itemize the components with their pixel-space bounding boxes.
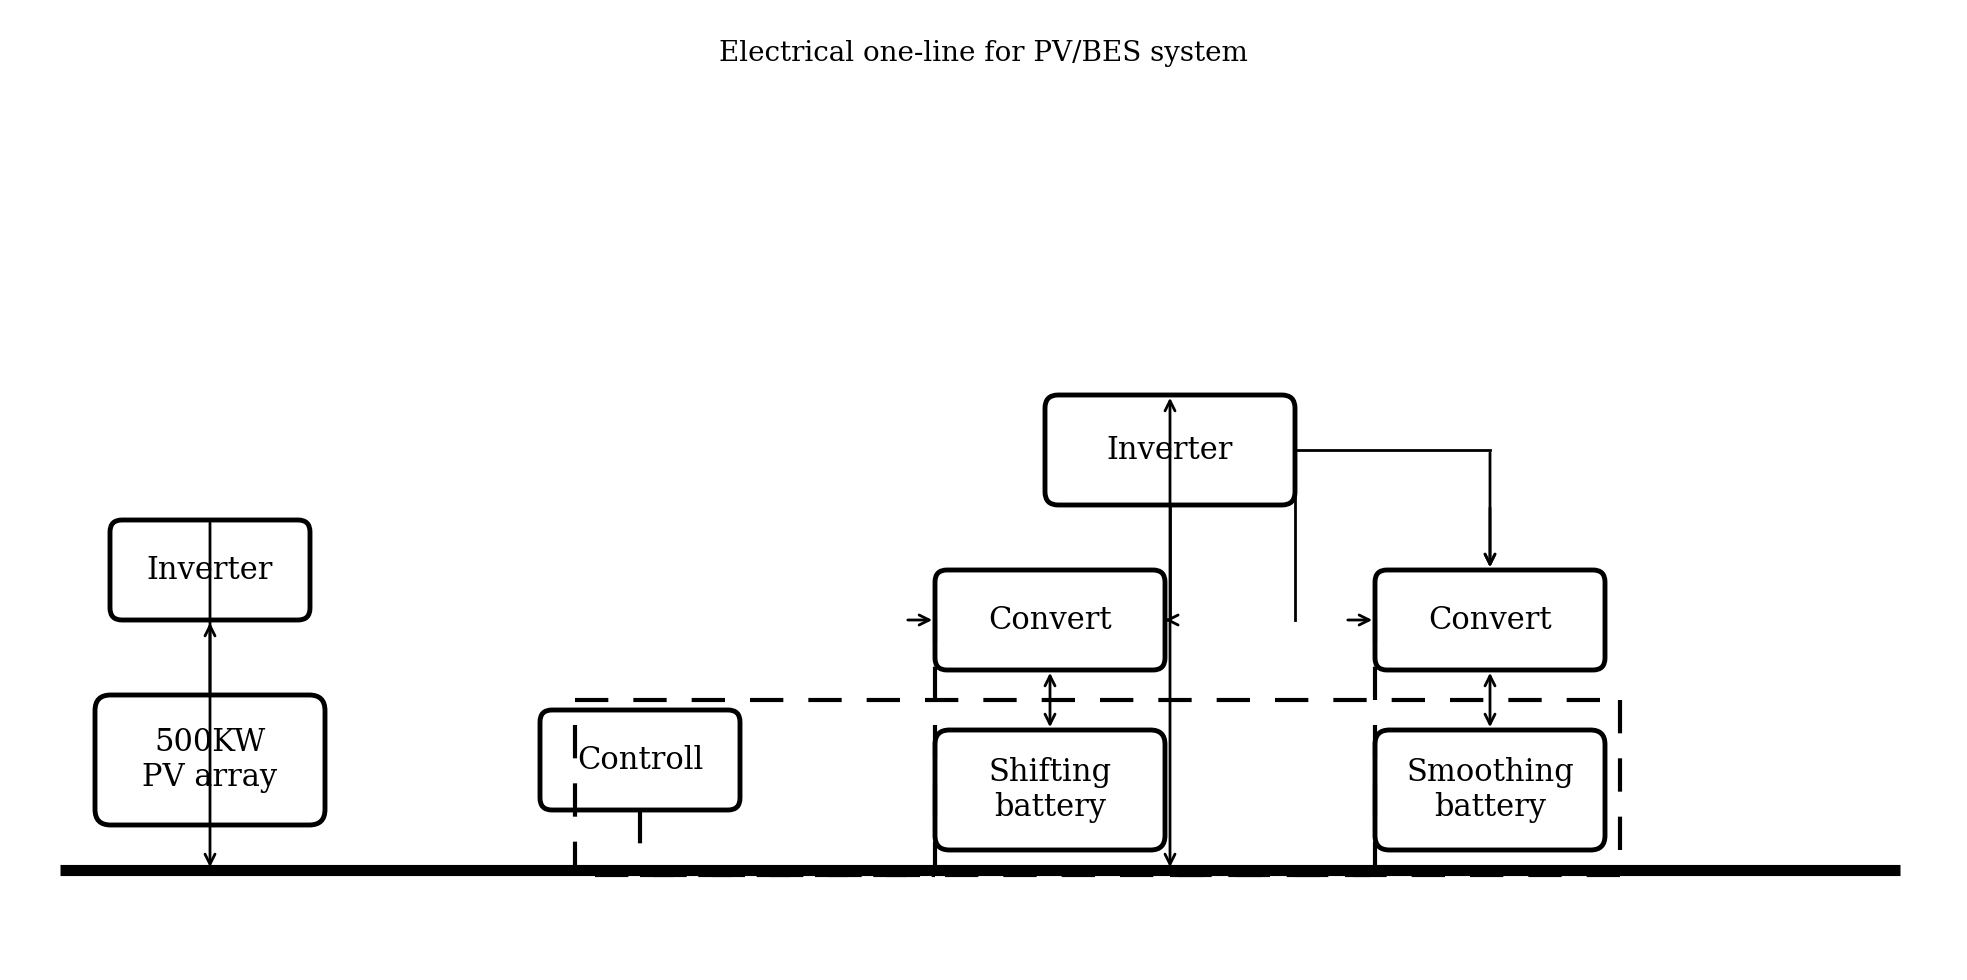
Text: Convert: Convert <box>1428 605 1552 635</box>
FancyBboxPatch shape <box>934 570 1164 670</box>
FancyBboxPatch shape <box>1375 570 1605 670</box>
Text: Inverter: Inverter <box>148 555 273 585</box>
FancyBboxPatch shape <box>94 695 325 825</box>
FancyBboxPatch shape <box>110 520 311 620</box>
Text: Inverter: Inverter <box>1107 434 1233 465</box>
Text: Shifting
battery: Shifting battery <box>989 757 1111 823</box>
FancyBboxPatch shape <box>1375 730 1605 850</box>
Text: Convert: Convert <box>987 605 1111 635</box>
FancyBboxPatch shape <box>934 730 1164 850</box>
Text: 500KW
PV array: 500KW PV array <box>142 726 277 794</box>
Text: Controll: Controll <box>576 745 702 775</box>
FancyBboxPatch shape <box>1044 395 1294 505</box>
FancyBboxPatch shape <box>541 710 740 810</box>
Text: Smoothing
battery: Smoothing battery <box>1406 757 1574 823</box>
Text: Electrical one-line for PV/BES system: Electrical one-line for PV/BES system <box>720 40 1247 67</box>
